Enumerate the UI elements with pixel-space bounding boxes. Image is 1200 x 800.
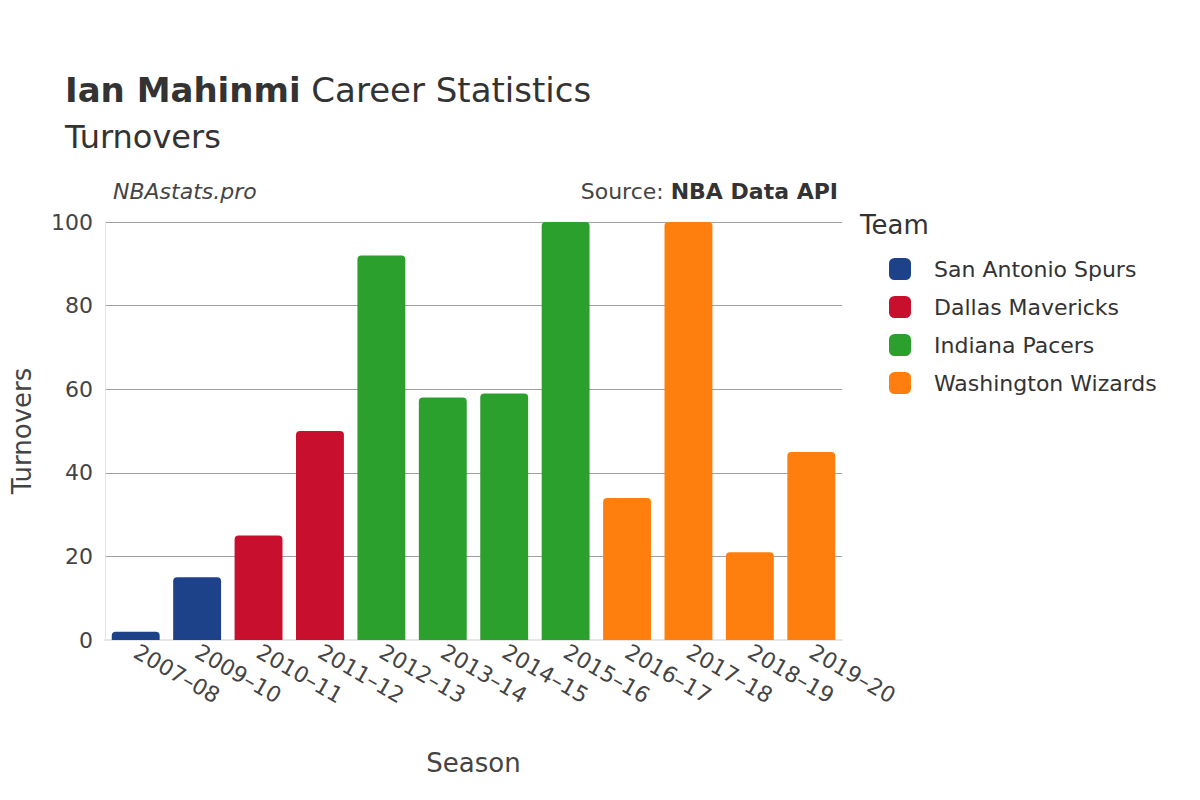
svg-text:Career Statistics: Career Statistics [301,70,592,110]
svg-text:San Antonio Spurs: San Antonio Spurs [934,257,1136,282]
svg-text:Season: Season [426,748,520,778]
svg-text:2015–16: 2015–16 [559,639,655,709]
svg-text:2011–12: 2011–12 [313,639,409,709]
svg-text:40: 40 [65,460,93,485]
svg-text:Dallas Mavericks: Dallas Mavericks [934,295,1119,320]
svg-text:2010–11: 2010–11 [252,639,347,709]
svg-text:2009–10: 2009–10 [190,639,286,709]
svg-text:NBAstats.pro: NBAstats.pro [113,179,257,204]
svg-text:2017–18: 2017–18 [682,639,777,709]
svg-text:2018–19: 2018–19 [743,639,839,709]
svg-text:Turnovers: Turnovers [64,118,221,156]
svg-text:2019–20: 2019–20 [805,639,900,708]
svg-text:2013–14: 2013–14 [436,639,532,709]
svg-text:100: 100 [51,210,93,235]
svg-text:Washington Wizards: Washington Wizards [934,371,1157,396]
svg-text:2014–15: 2014–15 [498,639,593,709]
svg-text:Team: Team [859,210,929,240]
svg-text:60: 60 [65,377,93,402]
svg-text:NBA Data API: NBA Data API [671,179,838,204]
svg-text:2012–13: 2012–13 [375,639,470,709]
svg-text:Turnovers: Turnovers [7,368,37,496]
svg-text:0: 0 [79,628,93,653]
svg-text:Ian Mahinmi: Ian Mahinmi [65,70,301,110]
svg-text:Indiana Pacers: Indiana Pacers [934,333,1094,358]
svg-text:Source:: Source: [581,179,671,204]
svg-text:2016–17: 2016–17 [620,639,716,709]
svg-text:20: 20 [65,544,93,569]
svg-text:80: 80 [65,293,93,318]
svg-text:2007–08: 2007–08 [129,639,225,709]
